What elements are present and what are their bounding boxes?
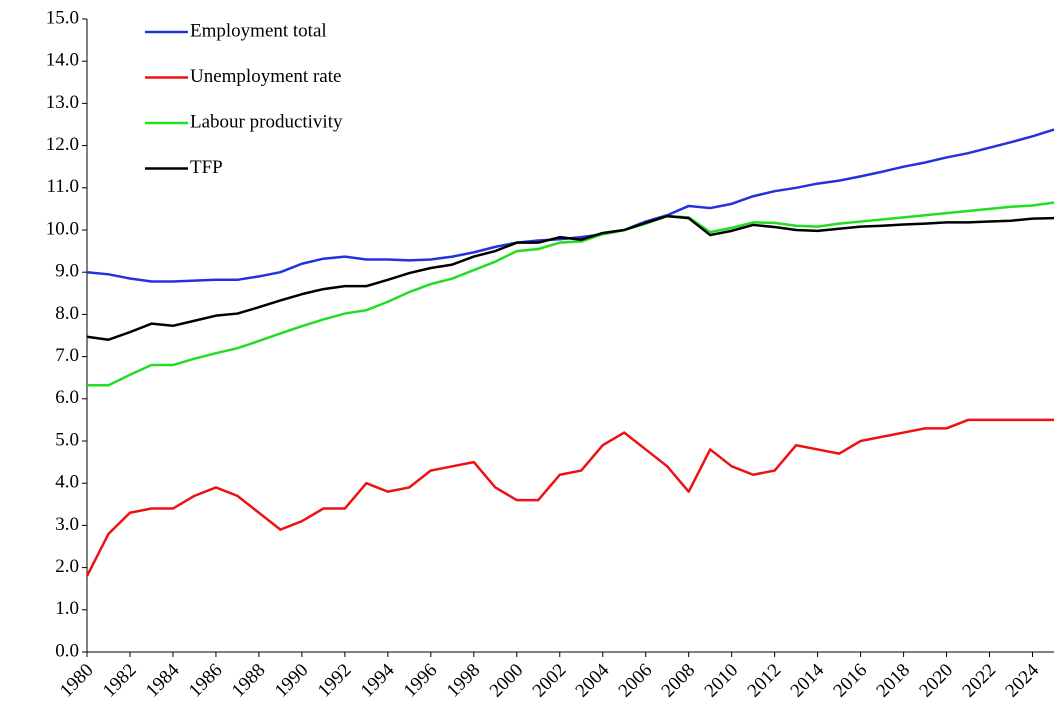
x-tick-label: 2012 [744,660,786,702]
x-tick-label: 1998 [443,660,485,702]
series-line [87,201,1055,387]
x-tick-label: 2014 [787,659,829,701]
y-tick-label: 10.0 [46,218,79,239]
series-line [85,418,1054,577]
y-tick-label: 15.0 [46,7,79,28]
x-tick-label: 1984 [142,659,184,701]
x-tick-label: 2020 [915,660,957,702]
x-tick-label: 2016 [829,660,871,702]
legend-label: Labour productivity [190,111,343,132]
x-tick-label: 2022 [958,660,1000,702]
y-tick-label: 0.0 [55,640,79,661]
x-tick-label: 1982 [99,660,141,702]
x-tick-label: 2024 [1001,659,1043,701]
x-tick-label: 1992 [314,660,356,702]
legend-label: Unemployment rate [190,66,341,87]
y-tick-label: 5.0 [55,429,79,450]
series-line [86,128,1055,283]
x-tick-label: 1980 [56,660,98,702]
y-tick-label: 12.0 [46,134,79,155]
y-tick-label: 3.0 [55,514,79,535]
x-tick-label: 1986 [185,660,227,702]
x-tick-label: 2008 [658,660,700,702]
y-tick-label: 8.0 [55,303,79,324]
x-tick-label: 2018 [872,660,914,702]
y-tick-label: 1.0 [55,598,79,619]
x-tick-label: 2004 [572,659,614,701]
x-tick-label: 2010 [701,660,743,702]
x-tick-label: 2006 [615,660,657,702]
x-tick-label: 1996 [400,660,442,702]
y-tick-label: 7.0 [55,345,79,366]
y-tick-label: 9.0 [55,261,79,282]
x-tick-label: 1988 [228,660,270,702]
y-tick-label: 11.0 [46,176,79,197]
x-tick-label: 2000 [486,660,528,702]
x-tick-label: 2002 [529,660,571,702]
x-tick-label: 1990 [271,660,313,702]
y-tick-label: 2.0 [55,556,79,577]
y-tick-label: 4.0 [55,472,79,493]
y-tick-label: 13.0 [46,92,79,113]
y-tick-label: 14.0 [46,50,79,71]
series-line [86,214,1055,341]
x-tick-label: 1994 [357,659,399,701]
legend-label: Employment total [190,20,327,41]
legend-label: TFP [190,157,223,178]
y-tick-label: 6.0 [55,387,79,408]
